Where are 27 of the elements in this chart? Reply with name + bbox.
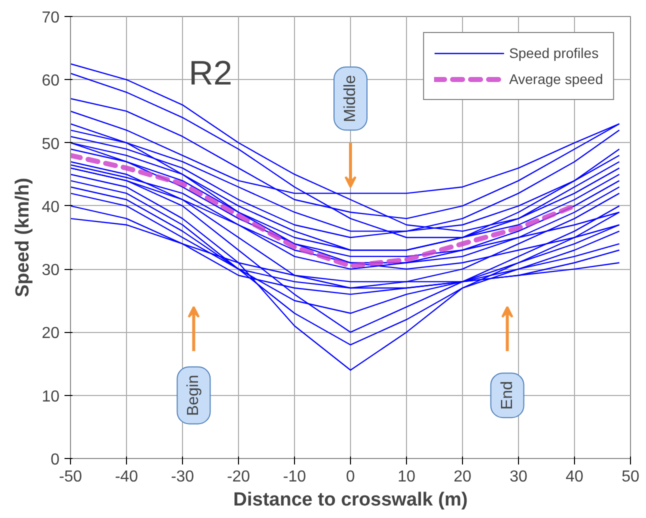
y-tick-label: 20 bbox=[42, 325, 60, 342]
y-tick-label: 50 bbox=[42, 136, 60, 153]
x-tick-label: 0 bbox=[346, 468, 356, 486]
x-tick-label: 10 bbox=[398, 468, 416, 486]
annotation: Begin bbox=[185, 374, 202, 416]
x-tick-label: -30 bbox=[170, 468, 194, 486]
x-tick-label: -40 bbox=[114, 468, 138, 486]
y-tick-label: 10 bbox=[42, 388, 60, 406]
y-axis-title: Speed (km/h) bbox=[12, 178, 34, 298]
annotation: End bbox=[498, 381, 516, 410]
x-tick-label: -50 bbox=[58, 468, 82, 486]
y-tick-label: 40 bbox=[42, 198, 60, 216]
y-tick-label: 60 bbox=[42, 72, 60, 90]
annotation: Middle bbox=[342, 74, 359, 122]
x-tick-label: 40 bbox=[566, 468, 584, 486]
y-tick-label: 0 bbox=[50, 452, 60, 468]
x-tick-label: 50 bbox=[622, 468, 640, 486]
y-tick-label: 30 bbox=[42, 262, 60, 280]
x-tick-label: -20 bbox=[226, 468, 250, 486]
y-tick-label: 70 bbox=[42, 10, 60, 26]
x-tick-label: -10 bbox=[282, 468, 306, 486]
x-tick-label: 30 bbox=[510, 468, 528, 486]
x-tick-label: 20 bbox=[454, 468, 472, 486]
legend-label: Speed profiles bbox=[509, 45, 599, 61]
annotation: R2 bbox=[188, 54, 232, 92]
legend-label: Average speed bbox=[509, 71, 603, 87]
x-axis-title: Distance to crosswalk (m) bbox=[233, 490, 468, 510]
